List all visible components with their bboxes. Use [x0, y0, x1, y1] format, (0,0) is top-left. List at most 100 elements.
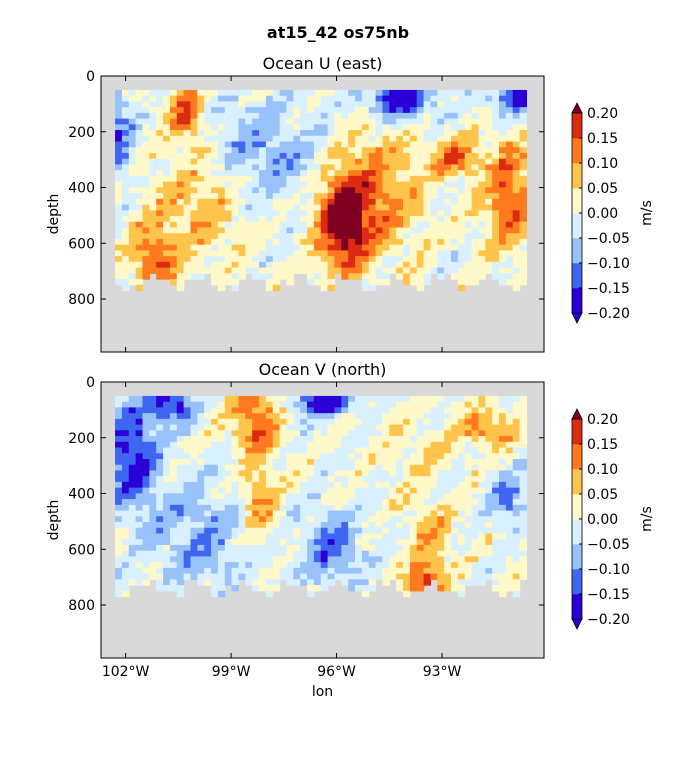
heatmap-cell — [211, 256, 219, 263]
heatmap-cell — [224, 527, 233, 535]
heatmap-cell — [149, 198, 157, 206]
heatmap-cell — [341, 550, 349, 557]
heatmap-cell — [444, 464, 452, 472]
heatmap-cell — [464, 510, 473, 517]
heatmap-cell — [169, 430, 178, 437]
heatmap-cell — [396, 504, 404, 512]
heatmap-cell — [211, 112, 219, 120]
heatmap-cell — [499, 147, 507, 154]
heatmap-cell — [437, 458, 445, 466]
heatmap-cell — [409, 585, 418, 592]
heatmap-cell — [313, 244, 322, 251]
heatmap-cell — [176, 89, 185, 97]
heatmap-cell — [375, 447, 384, 454]
heatmap-cell — [313, 175, 322, 183]
heatmap-cell — [451, 221, 459, 229]
heatmap-cell — [430, 238, 438, 246]
heatmap-cell — [430, 424, 438, 431]
heatmap-cell — [142, 135, 150, 143]
heatmap-cell — [183, 181, 192, 188]
heatmap-cell — [327, 539, 336, 546]
heatmap-cell — [389, 504, 397, 512]
heatmap-cell — [307, 567, 315, 575]
heatmap-cell — [464, 187, 473, 194]
heatmap-cell — [238, 261, 246, 269]
heatmap-cell — [361, 493, 370, 500]
heatmap-cell — [375, 204, 384, 211]
heatmap-cell — [279, 453, 288, 460]
heatmap-cell — [204, 562, 212, 569]
heatmap-cell — [259, 170, 267, 177]
heatmap-cell — [245, 233, 253, 240]
heatmap-cell — [238, 118, 246, 125]
heatmap-cell — [492, 567, 500, 575]
heatmap-cell — [361, 118, 370, 125]
heatmap-cell — [115, 481, 123, 489]
heatmap-cell — [416, 175, 425, 183]
heatmap-cell — [231, 279, 240, 286]
heatmap-cell — [156, 401, 164, 408]
heatmap-cell — [224, 464, 233, 472]
heatmap-cell — [115, 238, 123, 246]
heatmap-cell — [471, 510, 480, 517]
heatmap-cell — [259, 101, 267, 108]
heatmap-cell — [190, 130, 198, 137]
heatmap-cell — [259, 510, 267, 517]
heatmap-cell — [245, 510, 253, 517]
heatmap-cell — [334, 204, 342, 211]
heatmap-cell — [512, 407, 521, 414]
heatmap-cell — [519, 233, 528, 240]
heatmap-cell — [183, 470, 192, 477]
heatmap-cell — [231, 284, 240, 292]
heatmap-cell — [485, 95, 493, 102]
heatmap-cell — [389, 141, 397, 148]
heatmap-cell — [485, 493, 493, 500]
heatmap-cell — [142, 147, 150, 154]
heatmap-cell — [217, 198, 226, 206]
heatmap-cell — [320, 130, 329, 137]
heatmap-cell — [382, 544, 390, 552]
heatmap-cell — [211, 413, 219, 420]
heatmap-cell — [512, 130, 521, 137]
heatmap-cell — [149, 516, 157, 523]
heatmap-cell — [320, 447, 329, 454]
heatmap-cell — [471, 424, 480, 431]
heatmap-cell — [176, 124, 185, 131]
heatmap-cell — [464, 533, 473, 540]
heatmap-cell — [217, 522, 226, 529]
heatmap-cell — [142, 401, 150, 408]
heatmap-cell — [259, 418, 267, 426]
heatmap-cell — [163, 221, 171, 229]
heatmap-cell — [121, 284, 130, 292]
heatmap-cell — [149, 101, 157, 108]
panel-title: Ocean V (north) — [259, 360, 387, 379]
heatmap-cell — [499, 539, 507, 546]
heatmap-cell — [183, 112, 192, 120]
heatmap-cell — [451, 453, 459, 460]
heatmap-cell — [252, 101, 260, 108]
heatmap-cell — [156, 527, 164, 535]
heatmap-cell — [245, 567, 253, 575]
heatmap-cell — [217, 464, 226, 472]
heatmap-cell — [499, 499, 507, 506]
heatmap-cell — [259, 407, 267, 414]
heatmap-cell — [121, 567, 130, 575]
heatmap-cell — [300, 464, 308, 472]
heatmap-cell — [485, 413, 493, 420]
heatmap-cell — [361, 481, 370, 489]
heatmap-cell — [416, 135, 425, 143]
heatmap-cell — [211, 273, 219, 280]
heatmap-cell — [499, 430, 507, 437]
heatmap-cell — [485, 527, 493, 535]
heatmap-cell — [313, 481, 322, 489]
heatmap-cell — [128, 221, 137, 229]
heatmap-cell — [423, 447, 432, 454]
heatmap-cell — [190, 562, 198, 569]
heatmap-cell — [163, 562, 171, 569]
heatmap-cell — [451, 476, 459, 483]
heatmap-cell — [265, 527, 274, 535]
heatmap-cell — [217, 210, 226, 217]
heatmap-cell — [382, 256, 390, 263]
heatmap-cell — [444, 158, 452, 166]
heatmap-cell — [211, 470, 219, 477]
